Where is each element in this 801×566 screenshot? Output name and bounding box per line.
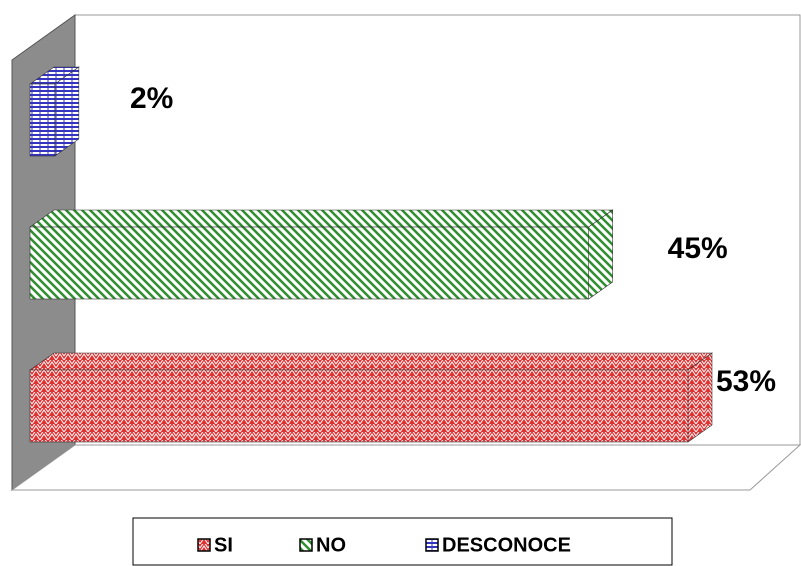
legend-swatch: [425, 538, 439, 552]
bar: [29, 352, 713, 443]
bar-front: [29, 369, 689, 443]
data-label: 45%: [668, 232, 728, 265]
data-label: 53%: [716, 365, 776, 398]
data-label: 2%: [130, 82, 173, 115]
legend-swatch: [299, 538, 313, 552]
bars: 53% 45% 2%: [29, 66, 776, 443]
bar: [29, 66, 80, 157]
bar: [29, 209, 614, 300]
legend-label: DESCONOCE: [442, 534, 571, 556]
bar-front: [29, 226, 589, 300]
bar-top: [29, 209, 614, 228]
legend: [132, 517, 673, 566]
legend-label: NO: [316, 534, 346, 556]
legend-items: SI NO DESCONOCE: [197, 534, 571, 556]
legend-swatch: [197, 538, 211, 552]
legend-label: SI: [214, 534, 233, 556]
floor: [10, 444, 801, 491]
bar-front: [29, 83, 56, 157]
bar-top: [29, 352, 713, 371]
